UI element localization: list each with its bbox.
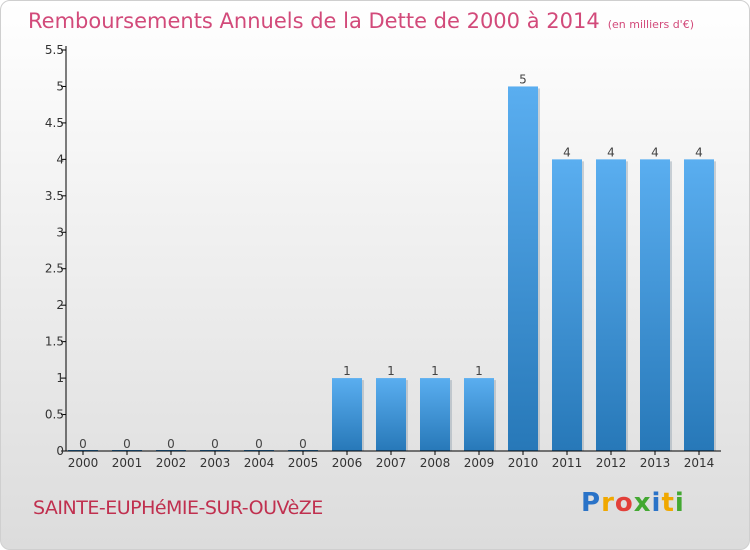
proxiti-logo: Proxiti (581, 488, 685, 518)
logo-letter: i (674, 488, 685, 518)
data-label: 0 (211, 437, 219, 451)
data-label: 0 (255, 437, 263, 451)
bar (640, 159, 670, 451)
x-tick-label: 2011 (552, 456, 583, 470)
bar (684, 159, 714, 451)
bar (376, 378, 406, 451)
bar (332, 378, 362, 451)
data-label: 0 (167, 437, 175, 451)
data-label: 1 (343, 364, 351, 378)
y-tick-label: 1.5 (45, 335, 64, 349)
bar (596, 159, 626, 451)
chart-subtitle: (en milliers d'€) (607, 18, 694, 31)
y-tick-label: 3.5 (45, 189, 64, 203)
logo-letter: x (633, 488, 652, 518)
data-label: 4 (695, 145, 703, 159)
x-tick-label: 2009 (464, 456, 495, 470)
x-tick-label: 2014 (684, 456, 715, 470)
logo-letter: t (661, 488, 675, 518)
chart-title: Remboursements Annuels de la Dette de 20… (28, 9, 600, 33)
data-label: 5 (519, 72, 527, 86)
y-tick-label: 1 (56, 371, 64, 385)
y-tick-label: 5.5 (45, 43, 64, 57)
x-tick-label: 2003 (200, 456, 231, 470)
bar (552, 159, 582, 451)
y-tick-label: 2.5 (45, 262, 64, 276)
x-tick-label: 2001 (112, 456, 143, 470)
y-tick-label: 0 (56, 444, 64, 458)
logo-letter: P (581, 488, 602, 518)
commune-name: SAINTE-EUPHéMIE-SUR-OUVèZE (33, 497, 323, 519)
x-tick-label: 2012 (596, 456, 627, 470)
x-tick-label: 2007 (376, 456, 407, 470)
bar (508, 86, 538, 452)
data-label: 0 (123, 437, 131, 451)
bar (420, 378, 450, 451)
y-tick-label: 2 (56, 298, 64, 312)
data-label: 1 (431, 364, 439, 378)
x-tick-label: 2004 (244, 456, 275, 470)
y-tick-label: 4.5 (45, 116, 64, 130)
y-tick-label: 5 (56, 79, 64, 93)
x-tick-label: 2008 (420, 456, 451, 470)
data-label: 0 (299, 437, 307, 451)
logo-letter: r (601, 488, 615, 518)
x-tick-label: 2002 (156, 456, 187, 470)
x-tick-label: 2006 (332, 456, 363, 470)
data-label: 0 (79, 437, 87, 451)
title-row: Remboursements Annuels de la Dette de 20… (28, 9, 694, 33)
bar (464, 378, 494, 451)
x-tick-label: 2013 (640, 456, 671, 470)
data-label: 4 (563, 145, 571, 159)
data-label: 1 (475, 364, 483, 378)
logo-letter: o (614, 488, 634, 518)
x-tick-label: 2005 (288, 456, 319, 470)
data-label: 1 (387, 364, 395, 378)
y-tick-label: 3 (56, 225, 64, 239)
logo-letter: i (651, 488, 662, 518)
x-tick-label: 2000 (68, 456, 99, 470)
y-tick-label: 4 (56, 152, 64, 166)
data-label: 4 (651, 145, 659, 159)
y-tick-label: 0.5 (45, 408, 64, 422)
x-tick-label: 2010 (508, 456, 539, 470)
data-label: 4 (607, 145, 615, 159)
